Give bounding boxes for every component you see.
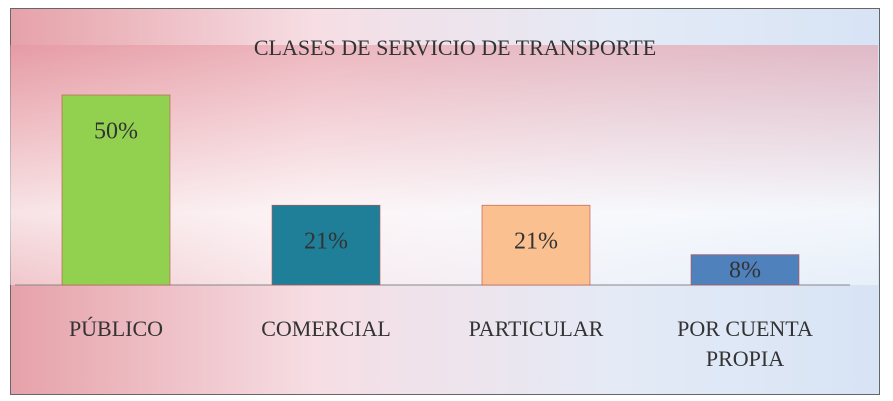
value-label: 21% bbox=[514, 229, 558, 255]
bar bbox=[690, 254, 800, 286]
bar bbox=[61, 94, 171, 286]
x-tick-label: PARTICULAR bbox=[468, 316, 604, 341]
bar bbox=[481, 204, 591, 286]
x-tick-label: PÚBLICO bbox=[68, 316, 164, 341]
value-label: 50% bbox=[94, 119, 138, 145]
value-label: 8% bbox=[729, 257, 761, 283]
value-label: 21% bbox=[304, 229, 348, 255]
x-tick-label: COMERCIAL bbox=[261, 316, 391, 341]
chart-title: CLASES DE SERVICIO DE TRANSPORTE bbox=[254, 35, 656, 60]
bar bbox=[271, 204, 381, 286]
x-tick-label: POR CUENTA PROPIA bbox=[677, 316, 813, 371]
